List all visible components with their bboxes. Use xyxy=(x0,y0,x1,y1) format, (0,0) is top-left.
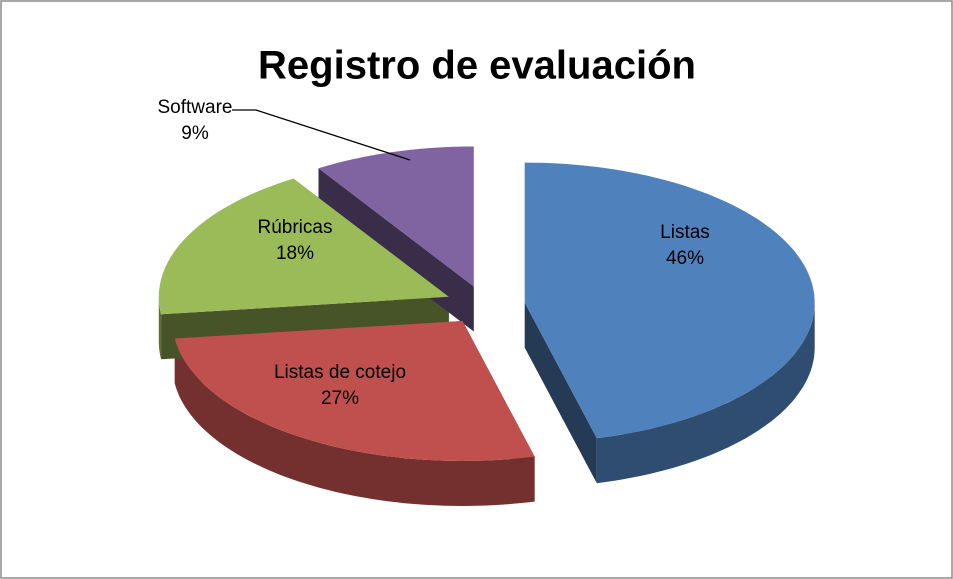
slice xyxy=(524,162,815,439)
slice-side xyxy=(158,296,162,360)
slice-tops xyxy=(158,146,815,461)
slice-label: Software xyxy=(158,97,233,118)
slice-value-label: 27% xyxy=(321,388,359,409)
slice xyxy=(318,146,474,287)
slice-side xyxy=(596,302,815,484)
leader-line xyxy=(232,109,411,161)
slice-value-label: 9% xyxy=(181,123,209,144)
slice-value-label: 46% xyxy=(666,248,704,269)
slice-side xyxy=(174,338,535,506)
slice xyxy=(174,321,535,461)
slice-label: Rúbricas xyxy=(258,217,333,238)
slice-value-label: 18% xyxy=(276,243,314,264)
chart-title: Registro de evaluación xyxy=(258,44,696,88)
slice-side xyxy=(524,302,597,484)
slice-label: Listas de cotejo xyxy=(274,362,406,383)
slice xyxy=(158,178,449,315)
slice-label: Listas xyxy=(660,222,710,243)
